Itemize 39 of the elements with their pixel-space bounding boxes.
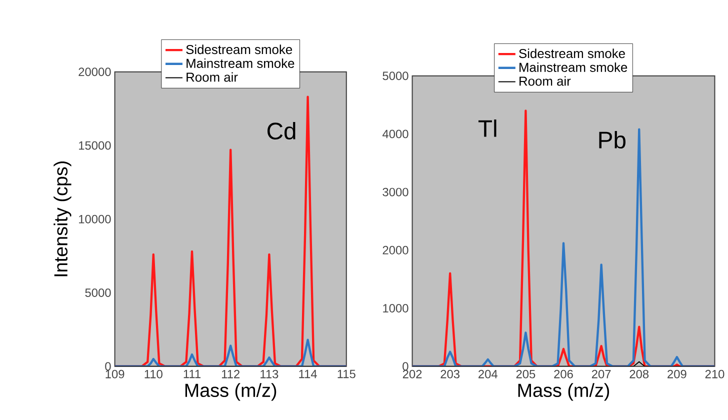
x-tick-label: 112 — [222, 370, 240, 378]
x-tick-label: 203 — [440, 370, 460, 378]
y-tick-label: 0 — [105, 362, 111, 370]
annotation: Cd — [268, 122, 296, 140]
y-tick-label: 20000 — [78, 68, 111, 76]
y-tick-label: 1000 — [383, 304, 408, 312]
y-axis-title: Intensity (cps) — [54, 161, 72, 276]
y-tick-label: 0 — [402, 362, 408, 370]
y-tick-label: 4000 — [382, 130, 408, 138]
x-tick-label: 113 — [260, 370, 278, 378]
annotation: Pb — [599, 130, 626, 148]
x-tick-label: 206 — [554, 370, 573, 378]
annotation: Tl — [478, 119, 496, 137]
legend-label: Sidestream smoke — [186, 44, 292, 54]
x-tick-label: 111 — [184, 370, 200, 378]
legend-label: Room air — [520, 76, 571, 86]
y-tick-label: 3000 — [382, 188, 408, 196]
legend-label: Mainstream smoke — [186, 58, 294, 68]
x-tick-label: 208 — [630, 370, 649, 378]
legend-label: Mainstream smoke — [520, 62, 628, 72]
x-axis-title: Mass (m/z) — [518, 383, 610, 401]
x-tick-label: 209 — [668, 370, 686, 378]
x-tick-label: 207 — [592, 370, 611, 378]
x-tick-label: 205 — [516, 370, 536, 378]
legend-label: Sidestream smoke — [519, 48, 625, 58]
x-tick-label: 204 — [478, 370, 498, 378]
x-axis-title: Mass (m/z) — [185, 383, 276, 401]
y-tick-label: 2000 — [382, 246, 408, 254]
x-tick-label: 202 — [402, 370, 422, 378]
x-tick-label: 110 — [144, 370, 162, 378]
y-tick-label: 5000 — [85, 288, 111, 297]
y-tick-label: 5000 — [382, 72, 408, 80]
x-tick-label: 114 — [299, 370, 317, 378]
x-tick-label: 115 — [338, 370, 356, 378]
x-tick-label: 109 — [106, 370, 124, 378]
x-tick-label: 210 — [705, 370, 724, 378]
y-tick-label: 15000 — [79, 141, 111, 150]
y-tick-label: 10000 — [79, 214, 111, 224]
legend-label: Room air — [186, 72, 238, 82]
